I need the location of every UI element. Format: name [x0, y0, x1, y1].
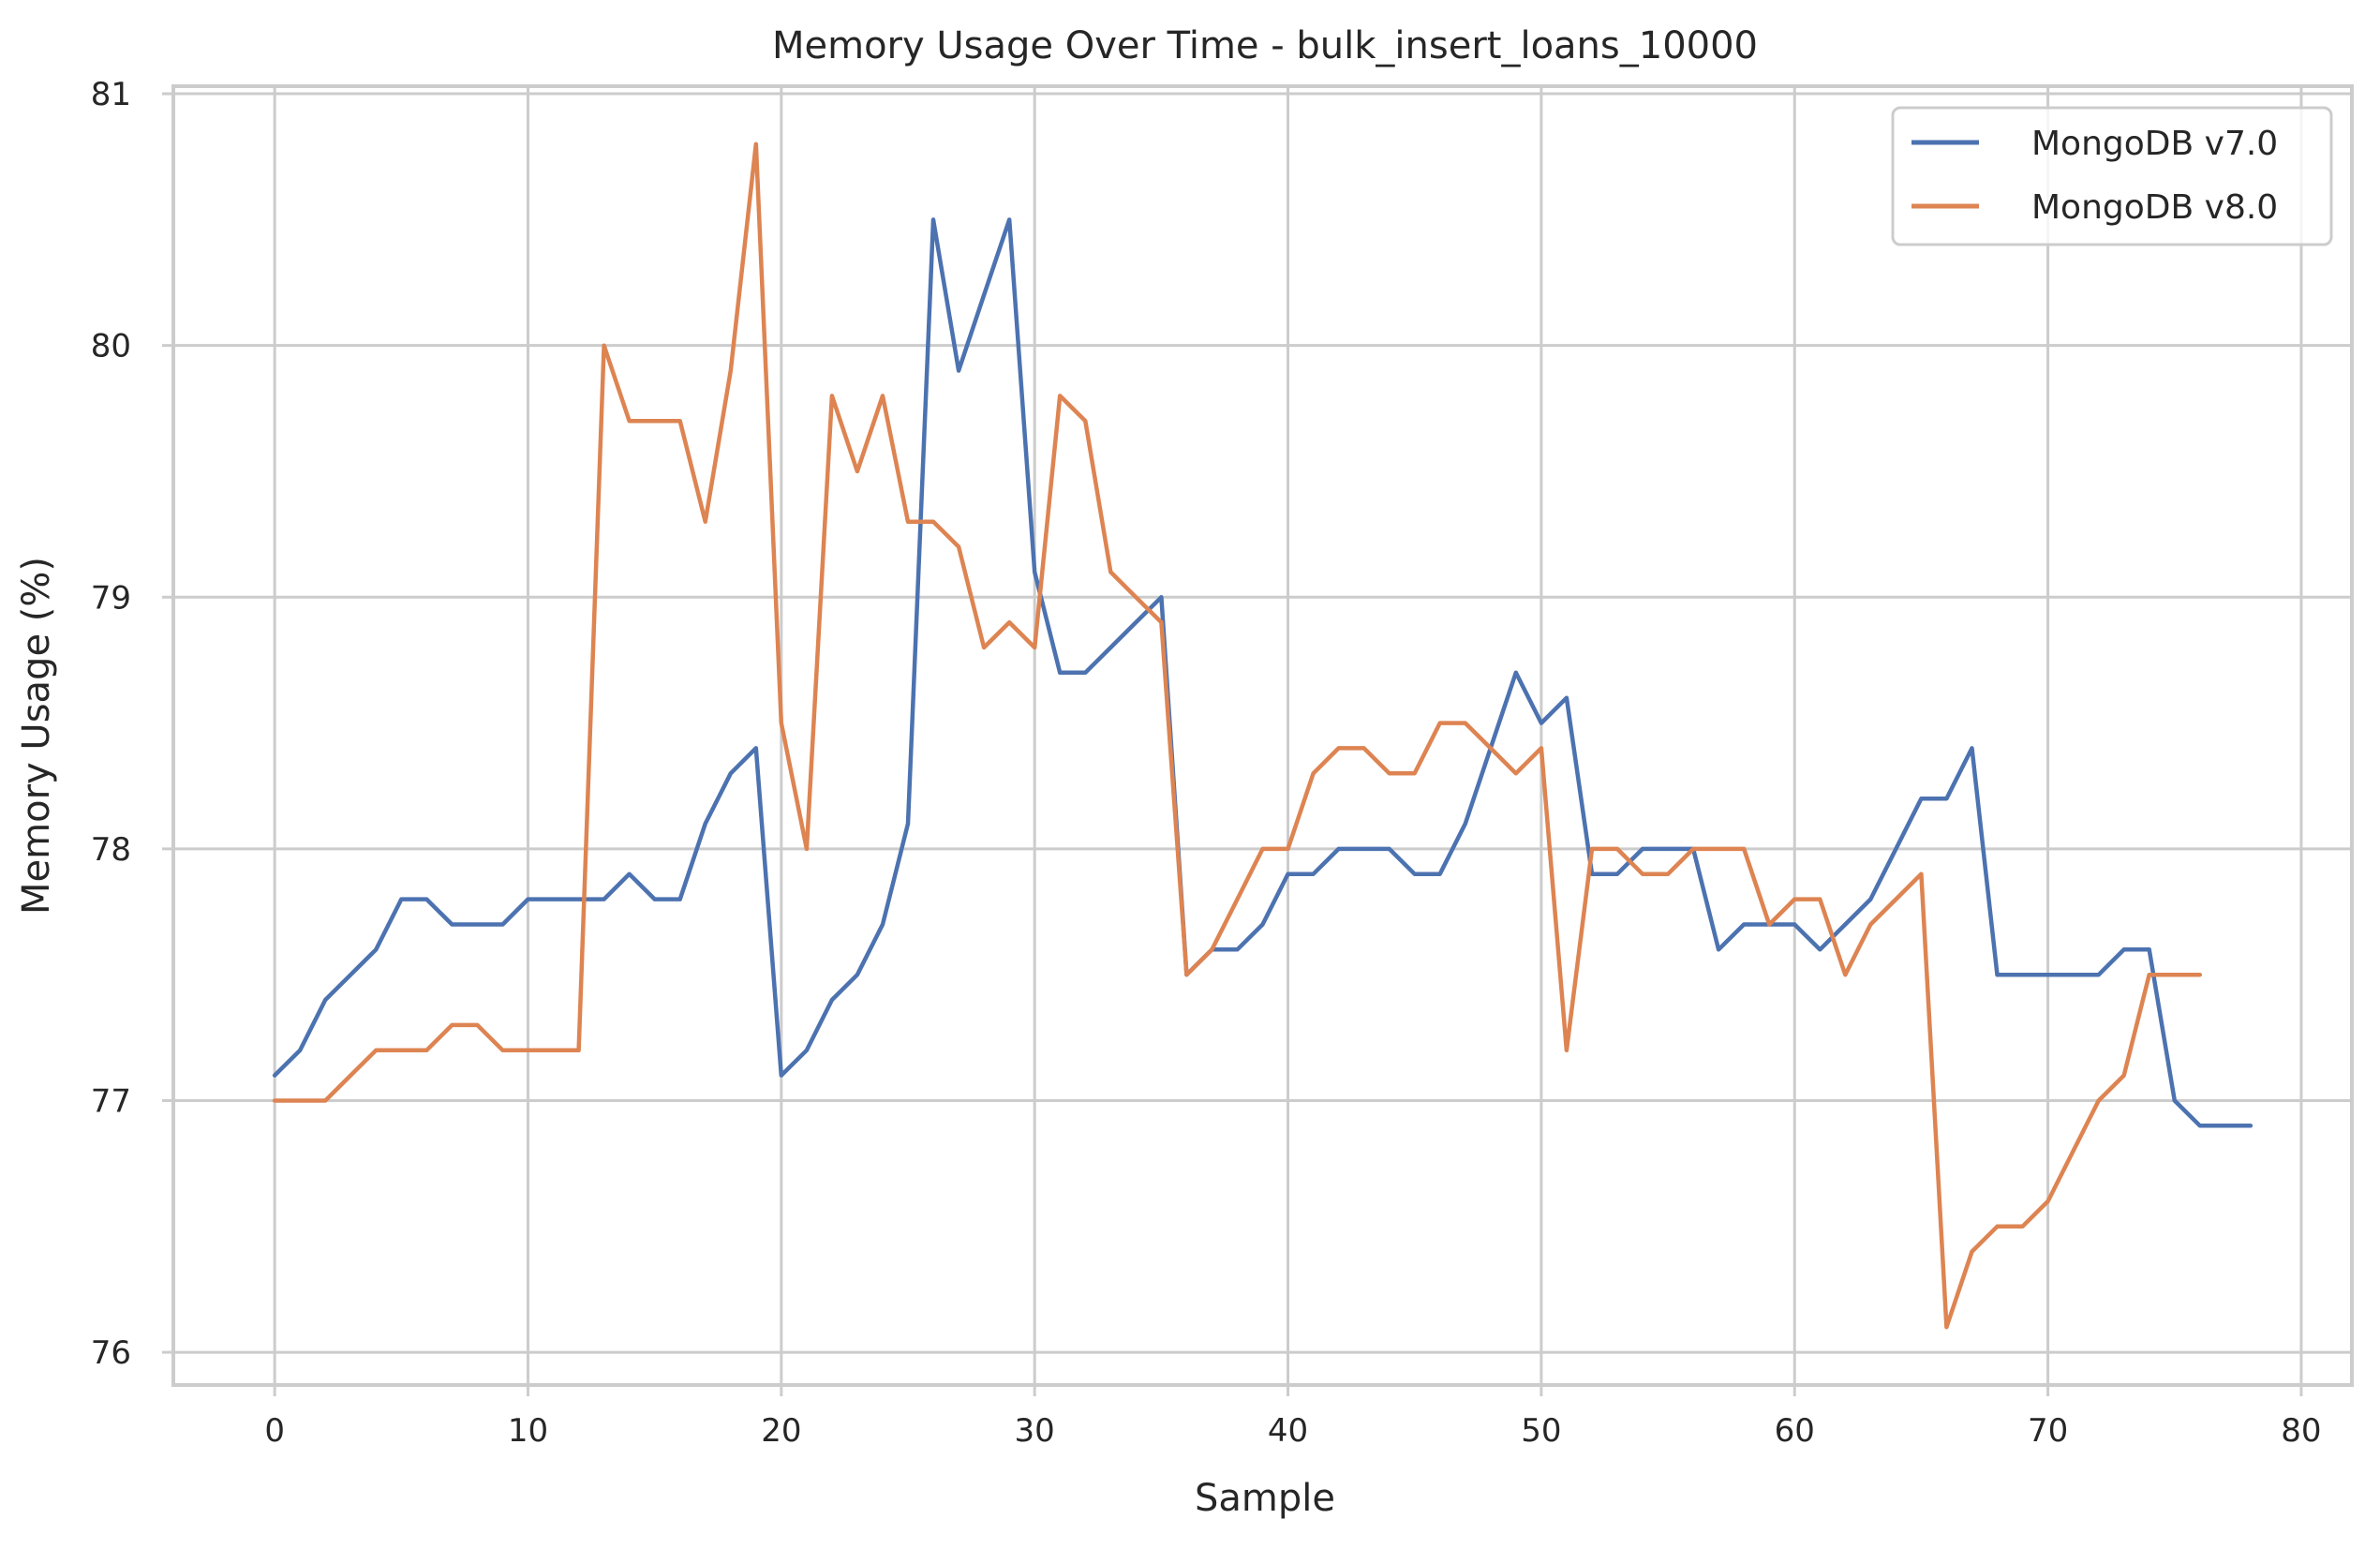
plot-area-frame — [171, 84, 2354, 1387]
x-tick-label: 50 — [1521, 1412, 1561, 1450]
y-tick-label: 77 — [91, 1082, 131, 1120]
legend-label-v8: MongoDB v8.0 — [2031, 188, 2278, 227]
x-axis-label: Sample — [1195, 1477, 1335, 1520]
x-tick-label: 0 — [264, 1412, 285, 1450]
x-tick-label: 40 — [1268, 1412, 1308, 1450]
series-line-v8 — [272, 141, 2203, 1330]
x-tick-label: 70 — [2028, 1412, 2068, 1450]
series-line-v7 — [272, 217, 2254, 1128]
x-axis-ticks: 0 10 20 30 40 50 60 70 80 — [264, 1385, 2322, 1450]
y-tick-label: 76 — [91, 1334, 131, 1372]
legend-box — [1891, 106, 2333, 246]
y-tick-label: 79 — [91, 579, 131, 617]
series-lines — [272, 141, 2254, 1330]
x-tick-label: 30 — [1015, 1412, 1055, 1450]
y-tick-label: 78 — [91, 831, 131, 869]
y-axis-label: Memory Usage (%) — [15, 557, 58, 915]
grid — [173, 86, 2352, 1385]
y-tick-label: 81 — [91, 76, 131, 113]
y-tick-label: 80 — [91, 328, 131, 365]
legend-label-v7: MongoDB v7.0 — [2031, 125, 2278, 163]
x-tick-label: 20 — [761, 1412, 801, 1450]
x-tick-label: 10 — [508, 1412, 548, 1450]
y-axis-ticks: 76 77 78 79 80 81 — [91, 76, 173, 1372]
x-tick-label: 80 — [2281, 1412, 2321, 1450]
x-tick-label: 60 — [1775, 1412, 1815, 1450]
chart-title: Memory Usage Over Time - bulk_insert_loa… — [772, 24, 1758, 67]
legend: MongoDB v7.0 MongoDB v8.0 — [1891, 106, 2333, 246]
